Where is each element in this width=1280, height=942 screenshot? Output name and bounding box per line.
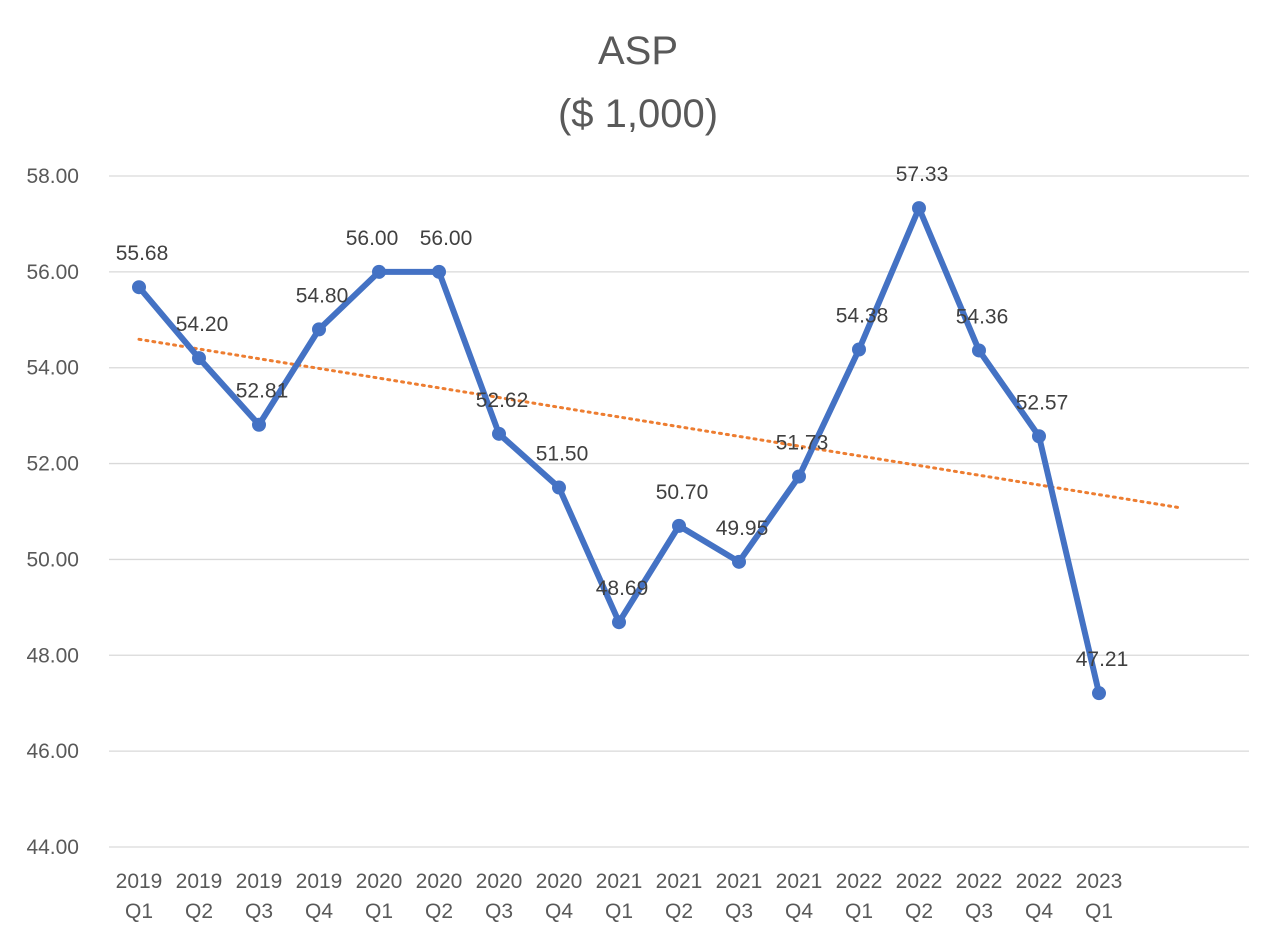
x-tick-label-quarter: Q3 bbox=[245, 900, 273, 923]
x-tick-label-year: 2021 bbox=[716, 870, 763, 893]
x-tick-label-year: 2022 bbox=[896, 870, 943, 893]
data-label: 55.68 bbox=[116, 242, 169, 265]
x-tick-label-year: 2020 bbox=[356, 870, 403, 893]
x-tick-label-year: 2022 bbox=[956, 870, 1003, 893]
data-label: 54.80 bbox=[296, 284, 349, 307]
y-tick-label: 56.00 bbox=[26, 261, 79, 284]
x-tick-label-quarter: Q3 bbox=[725, 900, 753, 923]
y-tick-label: 52.00 bbox=[26, 453, 79, 476]
gridlines bbox=[109, 175, 1249, 848]
x-tick-label-year: 2019 bbox=[176, 870, 223, 893]
y-tick-label: 54.00 bbox=[26, 357, 79, 380]
data-label: 54.36 bbox=[956, 305, 1009, 328]
x-tick-label-quarter: Q3 bbox=[965, 900, 993, 923]
data-point bbox=[732, 554, 746, 569]
y-tick-label: 44.00 bbox=[26, 836, 79, 859]
trendline bbox=[137, 337, 1182, 510]
chart-title-line-1: ASP bbox=[598, 29, 678, 73]
data-point bbox=[432, 264, 446, 279]
x-tick-label-quarter: Q2 bbox=[185, 900, 213, 923]
x-tick-label-year: 2019 bbox=[116, 870, 163, 893]
y-tick-label: 46.00 bbox=[26, 740, 79, 763]
data-label: 51.50 bbox=[536, 443, 589, 466]
data-point bbox=[252, 417, 266, 432]
data-point bbox=[972, 343, 986, 358]
x-tick-label-quarter: Q4 bbox=[1025, 900, 1053, 923]
x-tick-label-quarter: Q1 bbox=[845, 900, 873, 923]
x-tick-label-quarter: Q1 bbox=[605, 900, 633, 923]
x-tick-label-quarter: Q2 bbox=[425, 900, 453, 923]
data-label: 56.00 bbox=[420, 227, 473, 250]
chart-title-line-2: ($ 1,000) bbox=[558, 92, 718, 136]
data-label: 57.33 bbox=[896, 163, 949, 186]
data-labels: 55.68 54.20 52.81 54.80 56.00 56.00 52.62 51.50… bbox=[116, 163, 1129, 671]
x-tick-label-quarter: Q1 bbox=[365, 900, 393, 923]
data-label: 54.20 bbox=[176, 313, 229, 336]
data-point bbox=[912, 201, 926, 216]
x-tick-label-year: 2019 bbox=[296, 870, 343, 893]
data-point bbox=[192, 351, 206, 366]
x-tick-label-year: 2022 bbox=[1016, 870, 1063, 893]
y-tick-label: 58.00 bbox=[26, 165, 79, 188]
data-label: 48.69 bbox=[596, 577, 649, 600]
data-point bbox=[612, 615, 626, 630]
x-tick-label-year: 2020 bbox=[536, 870, 583, 893]
data-label: 52.62 bbox=[476, 389, 529, 412]
x-tick-label-quarter: Q4 bbox=[785, 900, 813, 923]
y-tick-label: 48.00 bbox=[26, 644, 79, 667]
x-tick-label-year: 2021 bbox=[596, 870, 643, 893]
x-tick-label-quarter: Q3 bbox=[485, 900, 513, 923]
y-axis-tick-labels: 44.00 46.00 48.00 50.00 52.00 54.00 56.00 58.00 bbox=[26, 165, 79, 859]
x-tick-label-quarter: Q2 bbox=[905, 900, 933, 923]
data-point bbox=[792, 469, 806, 484]
x-tick-label-quarter: Q2 bbox=[665, 900, 693, 923]
x-tick-label-quarter: Q1 bbox=[125, 900, 153, 923]
x-tick-label-year: 2019 bbox=[236, 870, 283, 893]
data-point bbox=[852, 342, 866, 357]
x-tick-label-year: 2020 bbox=[476, 870, 523, 893]
data-point bbox=[1032, 429, 1046, 444]
data-point bbox=[312, 322, 326, 337]
data-label: 52.81 bbox=[236, 380, 289, 403]
data-label: 52.57 bbox=[1016, 391, 1069, 414]
x-tick-label-year: 2020 bbox=[416, 870, 463, 893]
data-label: 50.70 bbox=[656, 481, 709, 504]
data-point bbox=[372, 264, 386, 279]
x-axis-tick-labels: 2019 Q1 2019 Q2 2019 Q3 2019 Q4 2020 Q1 2020 Q2 2020… bbox=[116, 870, 1123, 923]
x-tick-label-year: 2023 bbox=[1076, 870, 1123, 893]
x-tick-label-year: 2021 bbox=[776, 870, 823, 893]
data-label: 51.73 bbox=[776, 432, 829, 455]
data-label: 56.00 bbox=[346, 227, 399, 250]
trendline-layer bbox=[137, 337, 1182, 510]
x-tick-label-quarter: Q1 bbox=[1085, 900, 1113, 923]
y-tick-label: 50.00 bbox=[26, 548, 79, 571]
data-point bbox=[672, 518, 686, 533]
series-layer bbox=[132, 201, 1106, 701]
data-point bbox=[132, 280, 146, 295]
x-tick-label-year: 2021 bbox=[656, 870, 703, 893]
x-tick-label-quarter: Q4 bbox=[545, 900, 573, 923]
data-label: 54.38 bbox=[836, 305, 889, 328]
x-tick-label-quarter: Q4 bbox=[305, 900, 333, 923]
data-point bbox=[1092, 686, 1106, 701]
data-point bbox=[552, 480, 566, 495]
data-label: 49.95 bbox=[716, 517, 769, 540]
x-tick-label-year: 2022 bbox=[836, 870, 883, 893]
data-label: 47.21 bbox=[1076, 648, 1129, 671]
data-point bbox=[492, 426, 506, 441]
